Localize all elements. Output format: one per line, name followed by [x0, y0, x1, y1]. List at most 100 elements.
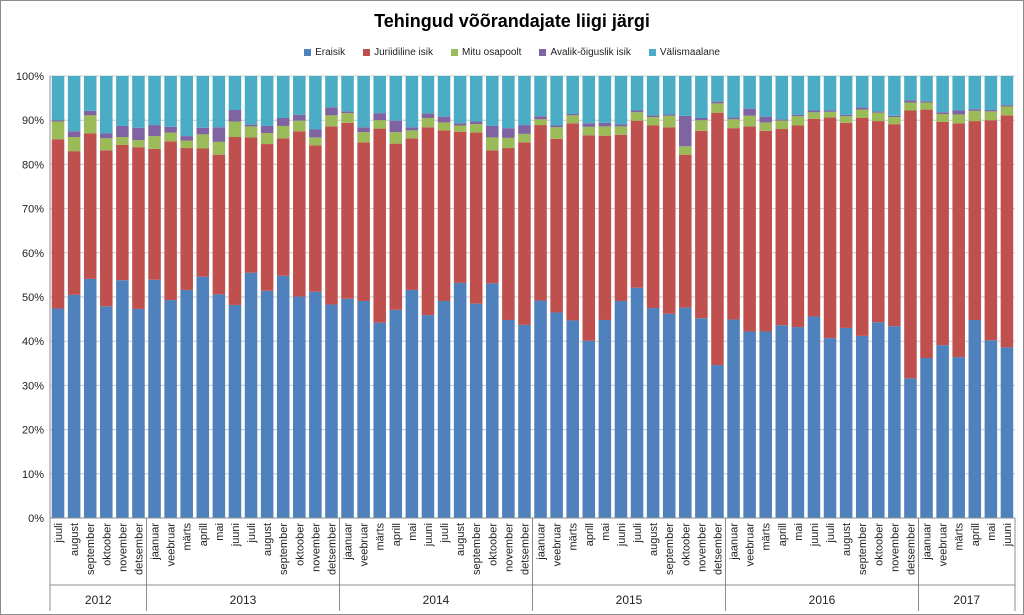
bar-segment [228, 304, 242, 518]
bar-segment [293, 120, 306, 132]
legend-label: Mitu osapoolt [461, 47, 522, 58]
bar-segment [566, 115, 579, 124]
bar-segment [212, 76, 226, 128]
bar-segment [855, 76, 869, 108]
bar-segment [662, 76, 676, 115]
bar-segment [293, 76, 306, 115]
x-tick-label: juuni [1002, 523, 1014, 547]
bar-segment [630, 287, 644, 518]
bar-segment [936, 112, 949, 115]
bar-segment [389, 120, 403, 133]
bar-segment [164, 76, 177, 127]
bar-segment [534, 116, 547, 120]
bar-segment [180, 140, 193, 149]
bar-segment [373, 322, 386, 518]
y-tick-label: 10% [22, 469, 44, 481]
bar-segment [534, 76, 547, 117]
y-tick-label: 100% [16, 71, 44, 83]
y-tick-label: 70% [22, 204, 44, 216]
bar-segment [309, 145, 322, 292]
bar-segment [518, 76, 531, 126]
year-label: 2012 [85, 593, 112, 607]
x-tick-label: august [455, 523, 467, 556]
x-tick-label: detsember [712, 523, 724, 575]
legend-item: Eraisik [304, 47, 345, 58]
bar-segment [566, 76, 579, 115]
bar-segment [920, 76, 933, 102]
bar-segment [662, 127, 676, 314]
bar-segment [502, 137, 515, 149]
x-tick-label: juuni [230, 523, 242, 547]
bar-segment [486, 283, 499, 518]
bar-segment [373, 76, 386, 114]
x-tick-label: mai [793, 523, 805, 541]
bar-segment [952, 123, 965, 358]
bar-segment [100, 133, 113, 139]
x-tick-label: mai [986, 523, 998, 541]
bar-segment [679, 307, 692, 518]
bar-segment [389, 132, 403, 144]
bar-segment [164, 300, 177, 518]
bar-segment [309, 137, 322, 146]
bar-segment [293, 296, 306, 518]
x-tick-label: juuli [825, 523, 837, 544]
bar-segment [614, 300, 628, 518]
bar-segment [437, 76, 451, 117]
bar-segment [839, 116, 853, 123]
x-tick-label: veebruar [166, 523, 178, 567]
bar-segment [598, 319, 612, 518]
legend-item: Välismaalane [648, 47, 720, 58]
bar-segment [695, 117, 708, 121]
bar-segment [212, 141, 226, 155]
bar-segment [791, 116, 805, 126]
legend: Eraisik Juriidiline isik Mitu osapoolt Aval… [1, 47, 1023, 58]
bar-segment [920, 101, 933, 103]
legend-swatch [450, 49, 458, 56]
bar-segment [437, 300, 451, 518]
bar-segment [196, 76, 210, 128]
bar-segment [839, 327, 853, 518]
bar-segment [228, 136, 242, 305]
bar-segment [646, 117, 660, 126]
bar-segment [534, 125, 547, 301]
x-tick-label: juuli [439, 523, 451, 544]
x-tick-label: august [648, 523, 660, 556]
x-tick-label: oktoober [680, 523, 692, 566]
bar-segment [727, 128, 740, 320]
bar-segment [1000, 347, 1014, 518]
bar-segment [325, 107, 338, 116]
x-tick-label: september [85, 523, 97, 575]
bar-segment [952, 110, 965, 115]
x-tick-label: juuni [809, 523, 821, 547]
legend-label: Juriidiline isik [374, 47, 433, 58]
bar-segment [582, 123, 596, 127]
x-tick-label: juuli [53, 523, 65, 544]
bar-segment [405, 76, 419, 128]
bar-segment [920, 102, 933, 110]
bar-segment [646, 308, 660, 518]
bar-segment [132, 308, 145, 518]
bar-segment [51, 308, 65, 518]
bar-segment [743, 331, 756, 518]
bar-segment [502, 128, 515, 138]
bar-segment [51, 121, 65, 140]
bar-segment [904, 102, 917, 111]
bar-segment [228, 110, 242, 122]
bar-segment [823, 110, 837, 112]
x-tick-label: august [841, 523, 853, 556]
bar-segment [244, 76, 258, 125]
bar-segment [67, 76, 81, 132]
x-tick-label: aprill [391, 523, 403, 546]
x-tick-label: juuni [616, 523, 628, 547]
bar-segment [421, 127, 435, 316]
bar-segment [325, 126, 338, 305]
bar-segment [341, 298, 354, 518]
bar-segment [630, 120, 644, 288]
bar-segment [67, 294, 81, 518]
bar-segment [823, 338, 837, 518]
bar-segment [695, 120, 708, 131]
year-label: 2015 [616, 593, 643, 607]
bar-segment [791, 125, 805, 328]
bar-segment [695, 318, 708, 518]
bar-segment [116, 125, 129, 137]
